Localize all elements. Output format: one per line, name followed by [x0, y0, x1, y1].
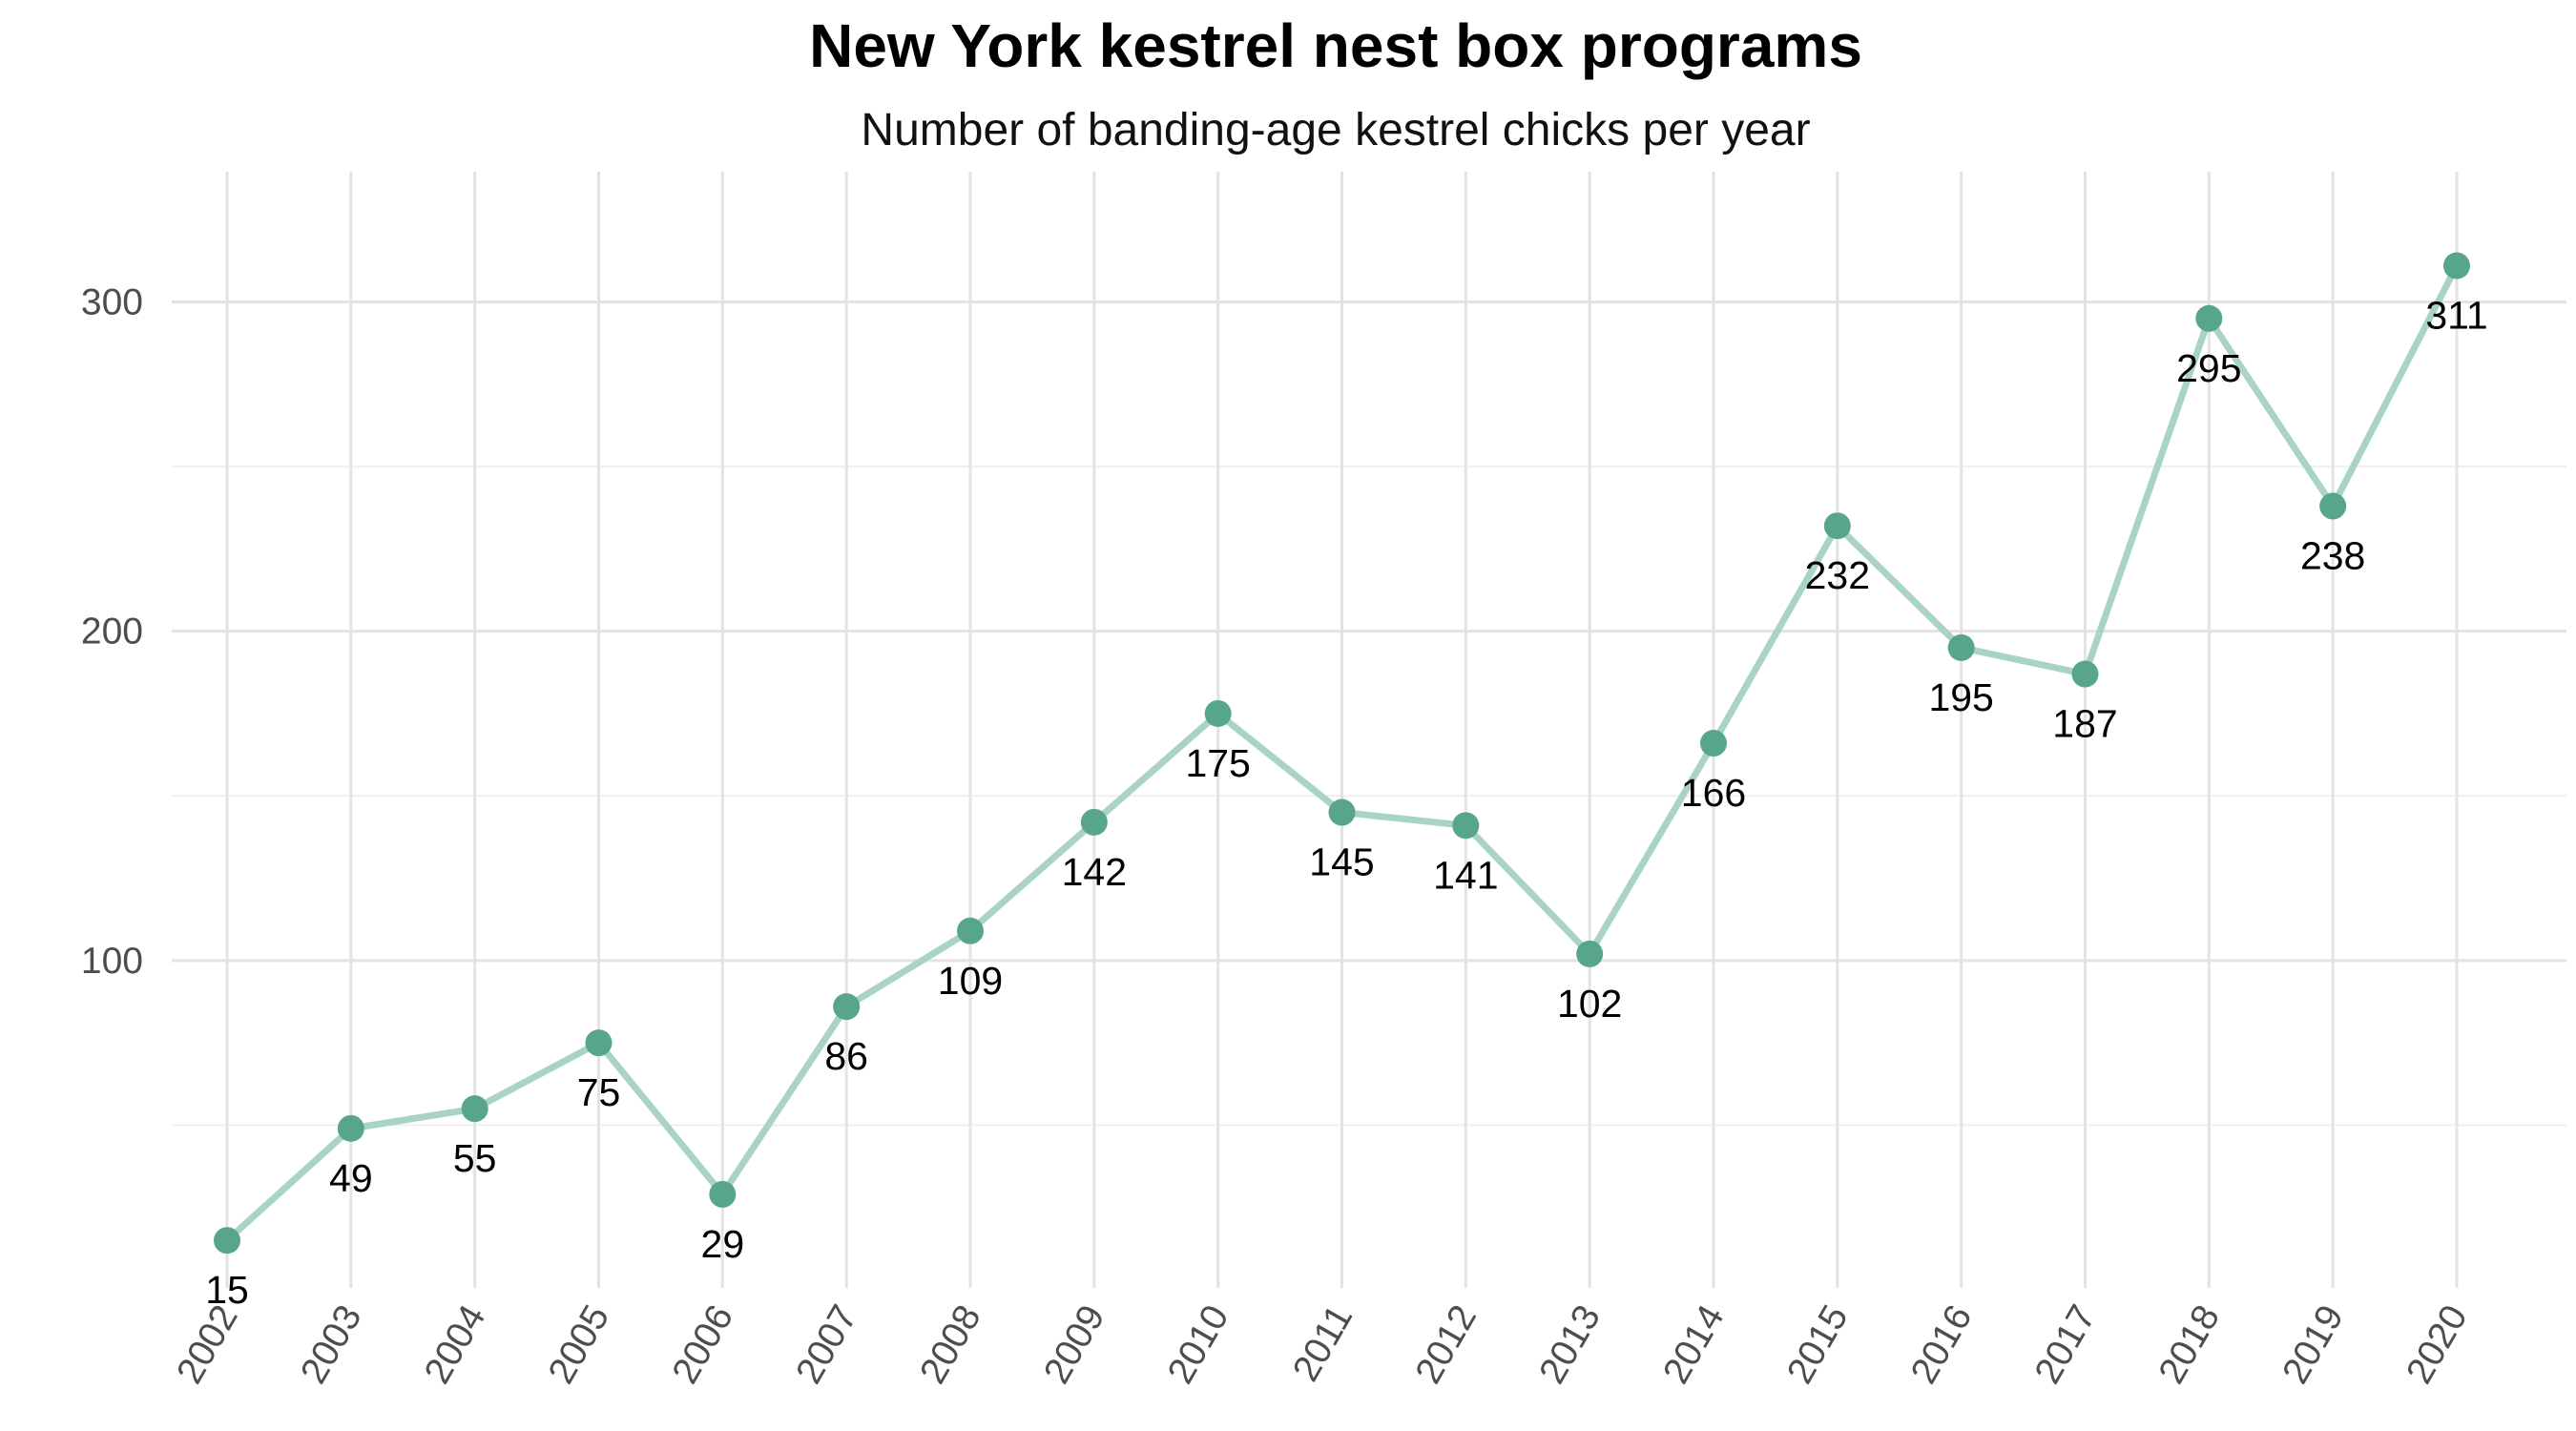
x-tick-label: 2012: [1408, 1298, 1485, 1391]
x-tick-label: 2017: [2027, 1298, 2105, 1391]
data-point: [1700, 730, 1727, 757]
data-label: 232: [1805, 553, 1870, 597]
grid: [172, 172, 2566, 1288]
data-label: 295: [2176, 346, 2241, 390]
x-tick-label: 2008: [912, 1298, 989, 1391]
data-labels: 15 49 55 75 29 86 109 142 175 145 141 102 166 232 195 1…: [205, 294, 2487, 1313]
data-label: 187: [2052, 702, 2117, 746]
x-tick-label: 2002: [169, 1298, 246, 1391]
data-label: 238: [2300, 534, 2365, 578]
data-point: [957, 917, 984, 944]
data-point: [1452, 812, 1480, 840]
data-label: 49: [329, 1156, 373, 1200]
data-point: [2319, 492, 2347, 520]
x-tick-label: 2005: [541, 1298, 618, 1391]
x-tick-label: 2011: [1285, 1298, 1361, 1388]
x-tick-label: 2020: [2399, 1298, 2476, 1391]
data-label: 75: [577, 1070, 621, 1114]
data-point: [2071, 660, 2099, 688]
x-tick-label: 2009: [1036, 1298, 1113, 1391]
data-label: 102: [1557, 982, 1622, 1026]
data-point: [585, 1029, 613, 1057]
data-label: 55: [453, 1136, 497, 1180]
data-point: [709, 1180, 737, 1208]
data-point: [1823, 512, 1851, 540]
data-label: 311: [2425, 294, 2487, 338]
data-point: [337, 1114, 364, 1142]
x-tick-label: 2013: [1531, 1298, 1609, 1391]
data-label: 141: [1433, 853, 1498, 897]
data-point: [1204, 699, 1232, 727]
x-axis: 2002 2003 2004 2005 2006 2007 2008 2009 2010 2011…: [169, 1298, 2476, 1391]
data-point: [1947, 633, 1975, 661]
y-tick-label: 100: [81, 941, 143, 982]
chart-subtitle: Number of banding-age kestrel chicks per…: [861, 105, 1810, 156]
data-points: [214, 252, 2470, 1255]
data-point: [1576, 940, 1604, 967]
data-label: 195: [1928, 675, 1993, 719]
data-label: 86: [824, 1034, 868, 1078]
data-point: [1080, 808, 1108, 836]
data-label: 109: [938, 959, 1003, 1003]
data-label: 15: [205, 1268, 249, 1312]
y-axis: 100 200 300: [81, 282, 143, 982]
data-point: [2195, 304, 2223, 332]
data-point: [1328, 798, 1356, 826]
data-point: [833, 993, 861, 1021]
x-tick-label: 2019: [2275, 1298, 2352, 1391]
data-point: [214, 1227, 240, 1255]
data-label: 175: [1185, 741, 1250, 785]
data-label: 142: [1062, 850, 1127, 894]
x-tick-label: 2003: [293, 1298, 370, 1391]
x-tick-label: 2014: [1655, 1298, 1733, 1391]
x-tick-label: 2015: [1779, 1298, 1857, 1391]
data-label: 29: [701, 1222, 745, 1266]
data-label: 166: [1681, 771, 1746, 815]
y-tick-label: 300: [81, 282, 143, 323]
x-tick-label: 2004: [417, 1298, 494, 1391]
y-tick-label: 200: [81, 612, 143, 653]
x-tick-label: 2018: [2151, 1298, 2229, 1391]
data-label: 145: [1309, 840, 1374, 884]
x-tick-label: 2006: [665, 1298, 742, 1391]
x-tick-label: 2010: [1160, 1298, 1237, 1391]
data-point: [2443, 252, 2470, 280]
data-point: [461, 1095, 488, 1123]
x-tick-label: 2016: [1903, 1298, 1981, 1391]
x-tick-label: 2007: [788, 1298, 865, 1391]
chart-title: New York kestrel nest box programs: [809, 11, 1862, 80]
